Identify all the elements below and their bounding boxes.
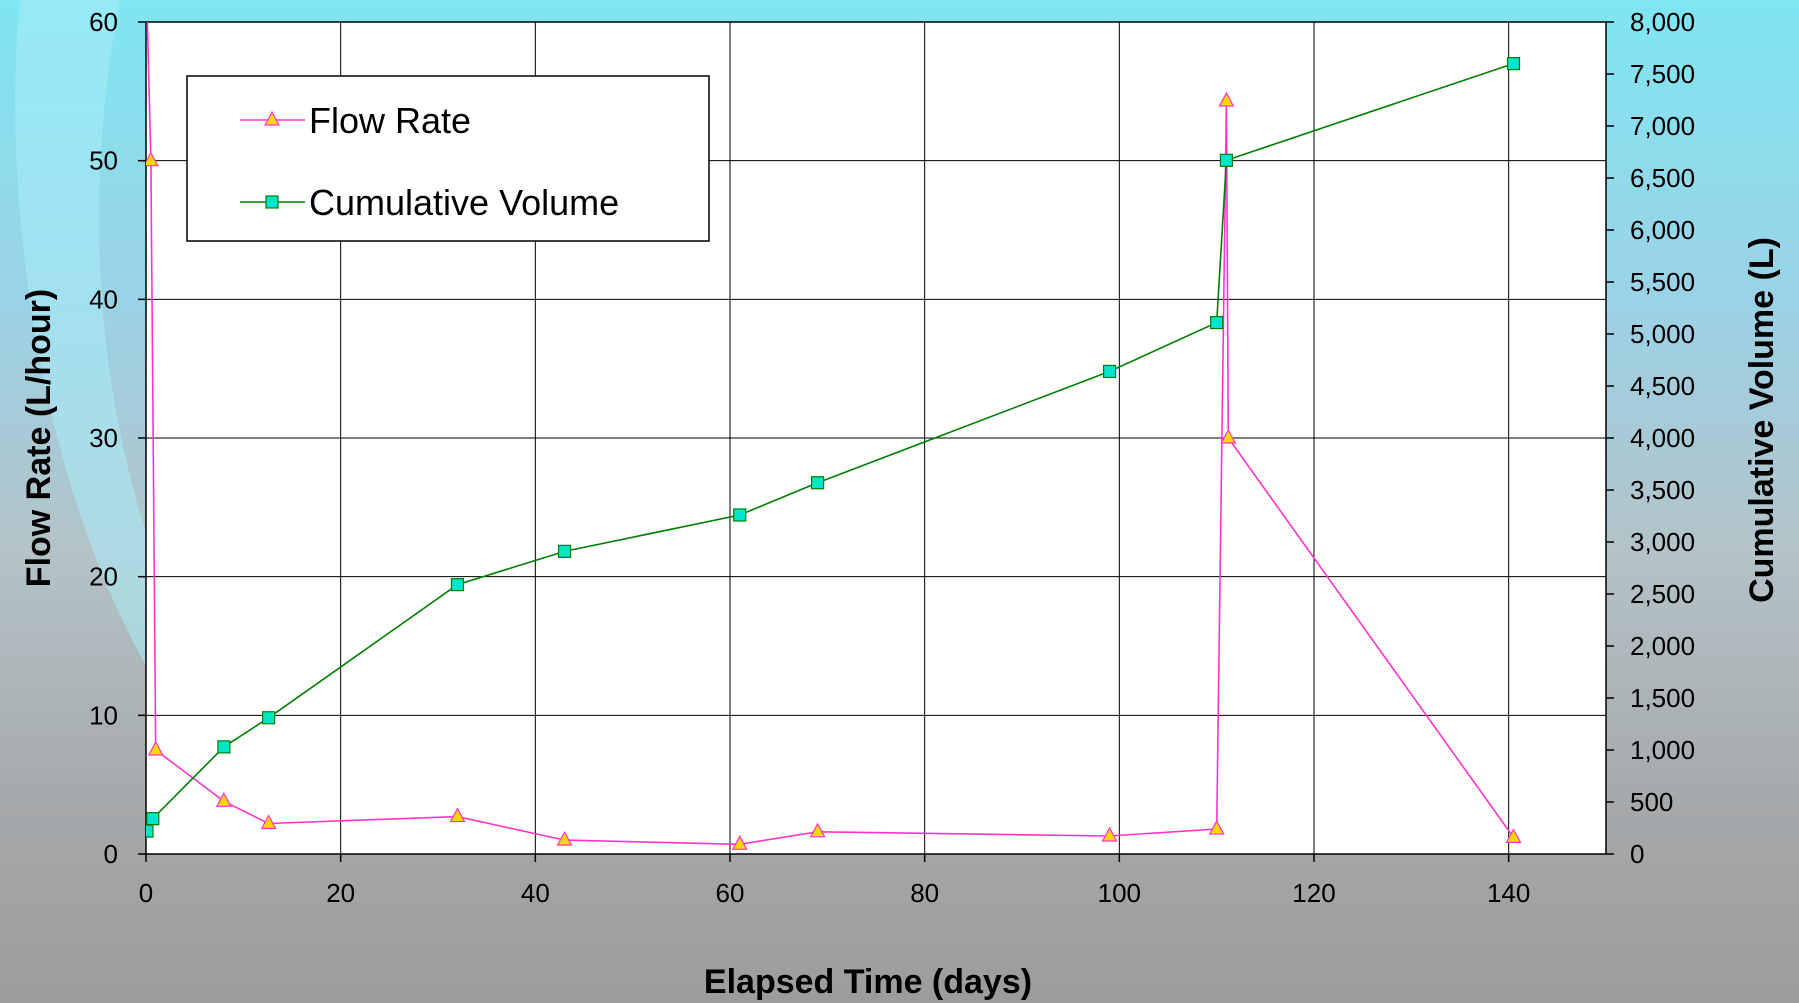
volume-point-10 bbox=[1220, 154, 1232, 166]
y-right-tick-label-16: 8,000 bbox=[1630, 7, 1695, 37]
x-tick-label-3: 60 bbox=[716, 878, 745, 908]
y-right-tick-label-5: 2,500 bbox=[1630, 579, 1695, 609]
y-left-tick-label-6: 60 bbox=[89, 7, 118, 37]
y-right-tick-label-6: 3,000 bbox=[1630, 527, 1695, 557]
y-left-tick-label-0: 0 bbox=[104, 839, 118, 869]
y-right-tick-label-11: 5,500 bbox=[1630, 267, 1695, 297]
legend: Flow Rate Cumulative Volume bbox=[187, 76, 709, 241]
y-left-axis-title: Flow Rate (L/hour) bbox=[20, 289, 58, 587]
y-left-tick-label-1: 10 bbox=[89, 700, 118, 730]
y-right-tick-label-15: 7,500 bbox=[1630, 59, 1695, 89]
y-left-tick-label-5: 50 bbox=[89, 146, 118, 176]
y-left-tick-label-2: 20 bbox=[89, 562, 118, 592]
volume-point-9 bbox=[1211, 317, 1223, 329]
x-tick-label-1: 20 bbox=[326, 878, 355, 908]
y-right-tick-label-0: 0 bbox=[1630, 839, 1644, 869]
volume-point-4 bbox=[451, 579, 463, 591]
volume-point-8 bbox=[1104, 365, 1116, 377]
y-left-tick-label-4: 40 bbox=[89, 284, 118, 314]
volume-point-3 bbox=[263, 712, 275, 724]
y-right-tick-label-10: 5,000 bbox=[1630, 319, 1695, 349]
y-right-tick-label-7: 3,500 bbox=[1630, 475, 1695, 505]
y-right-tick-label-8: 4,000 bbox=[1630, 423, 1695, 453]
volume-point-7 bbox=[812, 477, 824, 489]
x-axis-ticks: 0 20 40 60 80 100 120 140 bbox=[139, 854, 1531, 908]
y-right-tick-label-3: 1,500 bbox=[1630, 683, 1695, 713]
volume-point-1 bbox=[147, 813, 159, 825]
volume-point-5 bbox=[559, 545, 571, 557]
y-right-tick-label-2: 1,000 bbox=[1630, 735, 1695, 765]
y-right-tick-label-4: 2,000 bbox=[1630, 631, 1695, 661]
x-tick-label-5: 100 bbox=[1098, 878, 1141, 908]
y-right-tick-label-1: 500 bbox=[1630, 787, 1673, 817]
y-right-tick-label-14: 7,000 bbox=[1630, 111, 1695, 141]
volume-point-2 bbox=[218, 741, 230, 753]
flow-point-0 bbox=[140, 0, 154, 13]
x-tick-label-6: 120 bbox=[1292, 878, 1335, 908]
volume-point-6 bbox=[734, 509, 746, 521]
y-right-axis-title: Cumulative Volume (L) bbox=[1743, 237, 1781, 603]
x-axis-title: Elapsed Time (days) bbox=[704, 963, 1032, 1001]
legend-volume-marker bbox=[266, 196, 278, 208]
x-tick-label-4: 80 bbox=[910, 878, 939, 908]
y-right-axis-ticks: 0 500 1,000 1,500 2,000 2,500 3,000 3,500 4,000 4… bbox=[1606, 7, 1695, 869]
volume-point-11 bbox=[1508, 58, 1520, 70]
y-right-tick-label-9: 4,500 bbox=[1630, 371, 1695, 401]
legend-volume-label: Cumulative Volume bbox=[309, 182, 619, 223]
x-tick-label-7: 140 bbox=[1487, 878, 1530, 908]
y-left-tick-label-3: 30 bbox=[89, 423, 118, 453]
x-tick-label-0: 0 bbox=[139, 878, 153, 908]
y-right-tick-label-13: 6,500 bbox=[1630, 163, 1695, 193]
y-right-tick-label-12: 6,000 bbox=[1630, 215, 1695, 245]
x-tick-label-2: 40 bbox=[521, 878, 550, 908]
legend-flow-label: Flow Rate bbox=[309, 100, 471, 141]
volume-point-0 bbox=[141, 825, 153, 837]
